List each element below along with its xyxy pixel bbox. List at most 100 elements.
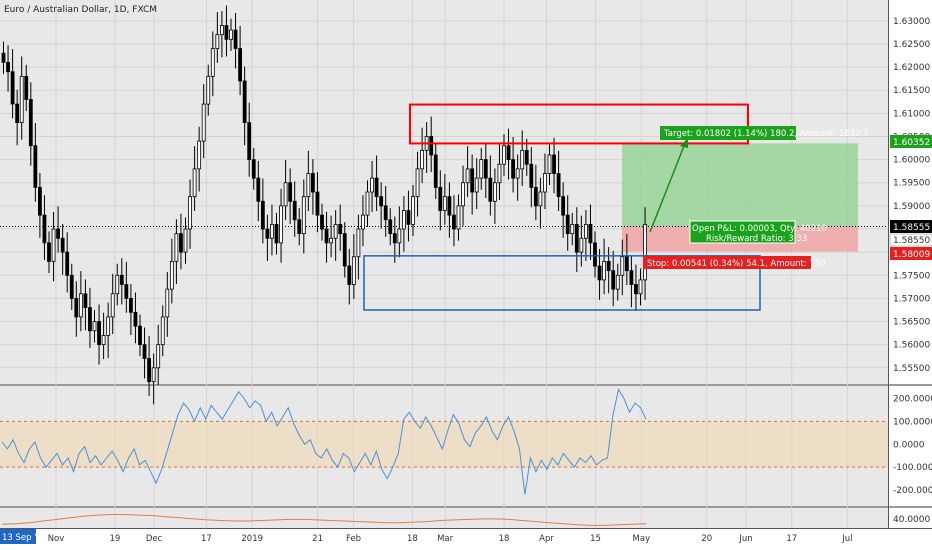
candle bbox=[206, 75, 211, 105]
svg-text:1.58550: 1.58550 bbox=[893, 236, 930, 246]
candle bbox=[547, 154, 552, 174]
candle bbox=[151, 367, 156, 383]
candle bbox=[429, 136, 434, 156]
candle bbox=[543, 173, 547, 193]
candle bbox=[492, 182, 497, 202]
price-axis-bg bbox=[888, 0, 932, 528]
candle bbox=[465, 168, 470, 184]
target-badge: Target: 0.01802 (1.14%) 180.2, Amount: 1… bbox=[660, 126, 869, 140]
svg-text:13 Sep '18: 13 Sep '18 bbox=[2, 533, 47, 543]
candle bbox=[288, 182, 293, 202]
candle bbox=[611, 270, 616, 290]
candle bbox=[219, 25, 224, 36]
stop-badge: Stop: 0.00541 (0.34%) 54.1, Amount: 750 bbox=[643, 256, 826, 269]
candle bbox=[101, 335, 106, 346]
x-tick-label: Apr bbox=[539, 534, 554, 544]
candle bbox=[515, 168, 520, 179]
candle bbox=[65, 251, 70, 276]
candle bbox=[533, 186, 538, 207]
candle bbox=[411, 196, 415, 225]
candle bbox=[615, 274, 620, 290]
x-tick-label: 17 bbox=[201, 534, 212, 544]
candle bbox=[88, 307, 92, 332]
candle bbox=[247, 122, 252, 161]
candle bbox=[392, 233, 397, 244]
cci-tick-label: -200.0000 bbox=[893, 486, 932, 496]
stop-text: Stop: 0.00541 (0.34%) 54.1, Amount: 750 bbox=[647, 259, 826, 269]
bottom-line bbox=[1, 514, 647, 526]
open-badge: Open P&L: 0.00003, Qty: 40210 Risk/Rewar… bbox=[689, 220, 827, 244]
open-pl-text: Open P&L: 0.00003, Qty: 40210 bbox=[692, 224, 827, 234]
candle bbox=[110, 293, 115, 318]
x-tick-label: Mar bbox=[437, 534, 454, 544]
candle bbox=[306, 173, 311, 198]
x-tick-label: Jun bbox=[738, 534, 752, 544]
x-tick-label: Feb bbox=[346, 534, 361, 544]
candle bbox=[529, 163, 534, 188]
price-label-last: 1.58555 bbox=[890, 220, 932, 233]
x-tick-label: 19 bbox=[109, 534, 120, 544]
candle bbox=[115, 274, 120, 295]
candle bbox=[179, 233, 183, 253]
candle bbox=[33, 145, 38, 188]
y-tick-label: 1.59000 bbox=[893, 202, 930, 212]
x-tick-label: 18 bbox=[407, 534, 418, 544]
candle bbox=[524, 149, 529, 165]
candle bbox=[174, 233, 179, 262]
candle bbox=[292, 200, 297, 221]
candle bbox=[6, 62, 10, 73]
time-axis: Nov 19 Dec 17 2019 21 Feb 18 Mar 18 Apr 15 May 20 Jun 1… bbox=[48, 534, 853, 544]
candle bbox=[210, 48, 215, 77]
candle bbox=[188, 196, 192, 230]
x-tick-label: 18 bbox=[499, 534, 510, 544]
candle bbox=[233, 29, 238, 49]
candle bbox=[279, 205, 283, 244]
candle bbox=[415, 168, 420, 198]
candle bbox=[128, 298, 133, 313]
candle bbox=[142, 344, 147, 359]
candle bbox=[624, 256, 629, 272]
cci-line bbox=[1, 388, 647, 495]
candle bbox=[584, 223, 588, 239]
candle bbox=[442, 196, 447, 211]
candle bbox=[124, 284, 129, 299]
support-box bbox=[363, 255, 761, 311]
candle bbox=[251, 159, 256, 179]
candle bbox=[28, 99, 33, 147]
x-tick-label: May bbox=[633, 534, 651, 544]
candle bbox=[520, 149, 525, 170]
y-tick-label: 1.62500 bbox=[893, 40, 930, 50]
candle bbox=[183, 228, 188, 253]
x-tick-label: Nov bbox=[48, 534, 65, 544]
candle bbox=[238, 48, 243, 82]
candle bbox=[10, 71, 15, 105]
candle bbox=[379, 196, 384, 207]
sr-boxes bbox=[363, 103, 761, 311]
y-tick-label: 1.63000 bbox=[893, 17, 930, 27]
y-tick-label: 1.59500 bbox=[893, 179, 930, 189]
candle bbox=[78, 293, 83, 318]
candle bbox=[506, 145, 511, 161]
candle bbox=[324, 228, 329, 244]
candle bbox=[83, 293, 88, 309]
candle bbox=[488, 177, 493, 202]
candle bbox=[156, 344, 161, 369]
bottom-indicator bbox=[1, 514, 647, 526]
candle bbox=[160, 316, 165, 346]
candle bbox=[461, 182, 465, 207]
candle bbox=[552, 154, 556, 174]
price-label-entry: 1.58550 bbox=[889, 233, 932, 247]
chart-title: Euro / Australian Dollar, 1D, FXCM bbox=[4, 5, 157, 15]
y-tick-label: 1.56000 bbox=[893, 341, 930, 351]
candle bbox=[602, 260, 606, 281]
y-tick-label: 1.57000 bbox=[893, 294, 930, 304]
price-axis: 1.630001.625001.620001.615001.610001.605… bbox=[893, 17, 932, 525]
candle bbox=[497, 163, 502, 184]
candle bbox=[224, 25, 229, 40]
candle bbox=[283, 182, 288, 207]
candle bbox=[197, 140, 202, 170]
candle bbox=[638, 279, 643, 295]
candle bbox=[606, 260, 611, 272]
